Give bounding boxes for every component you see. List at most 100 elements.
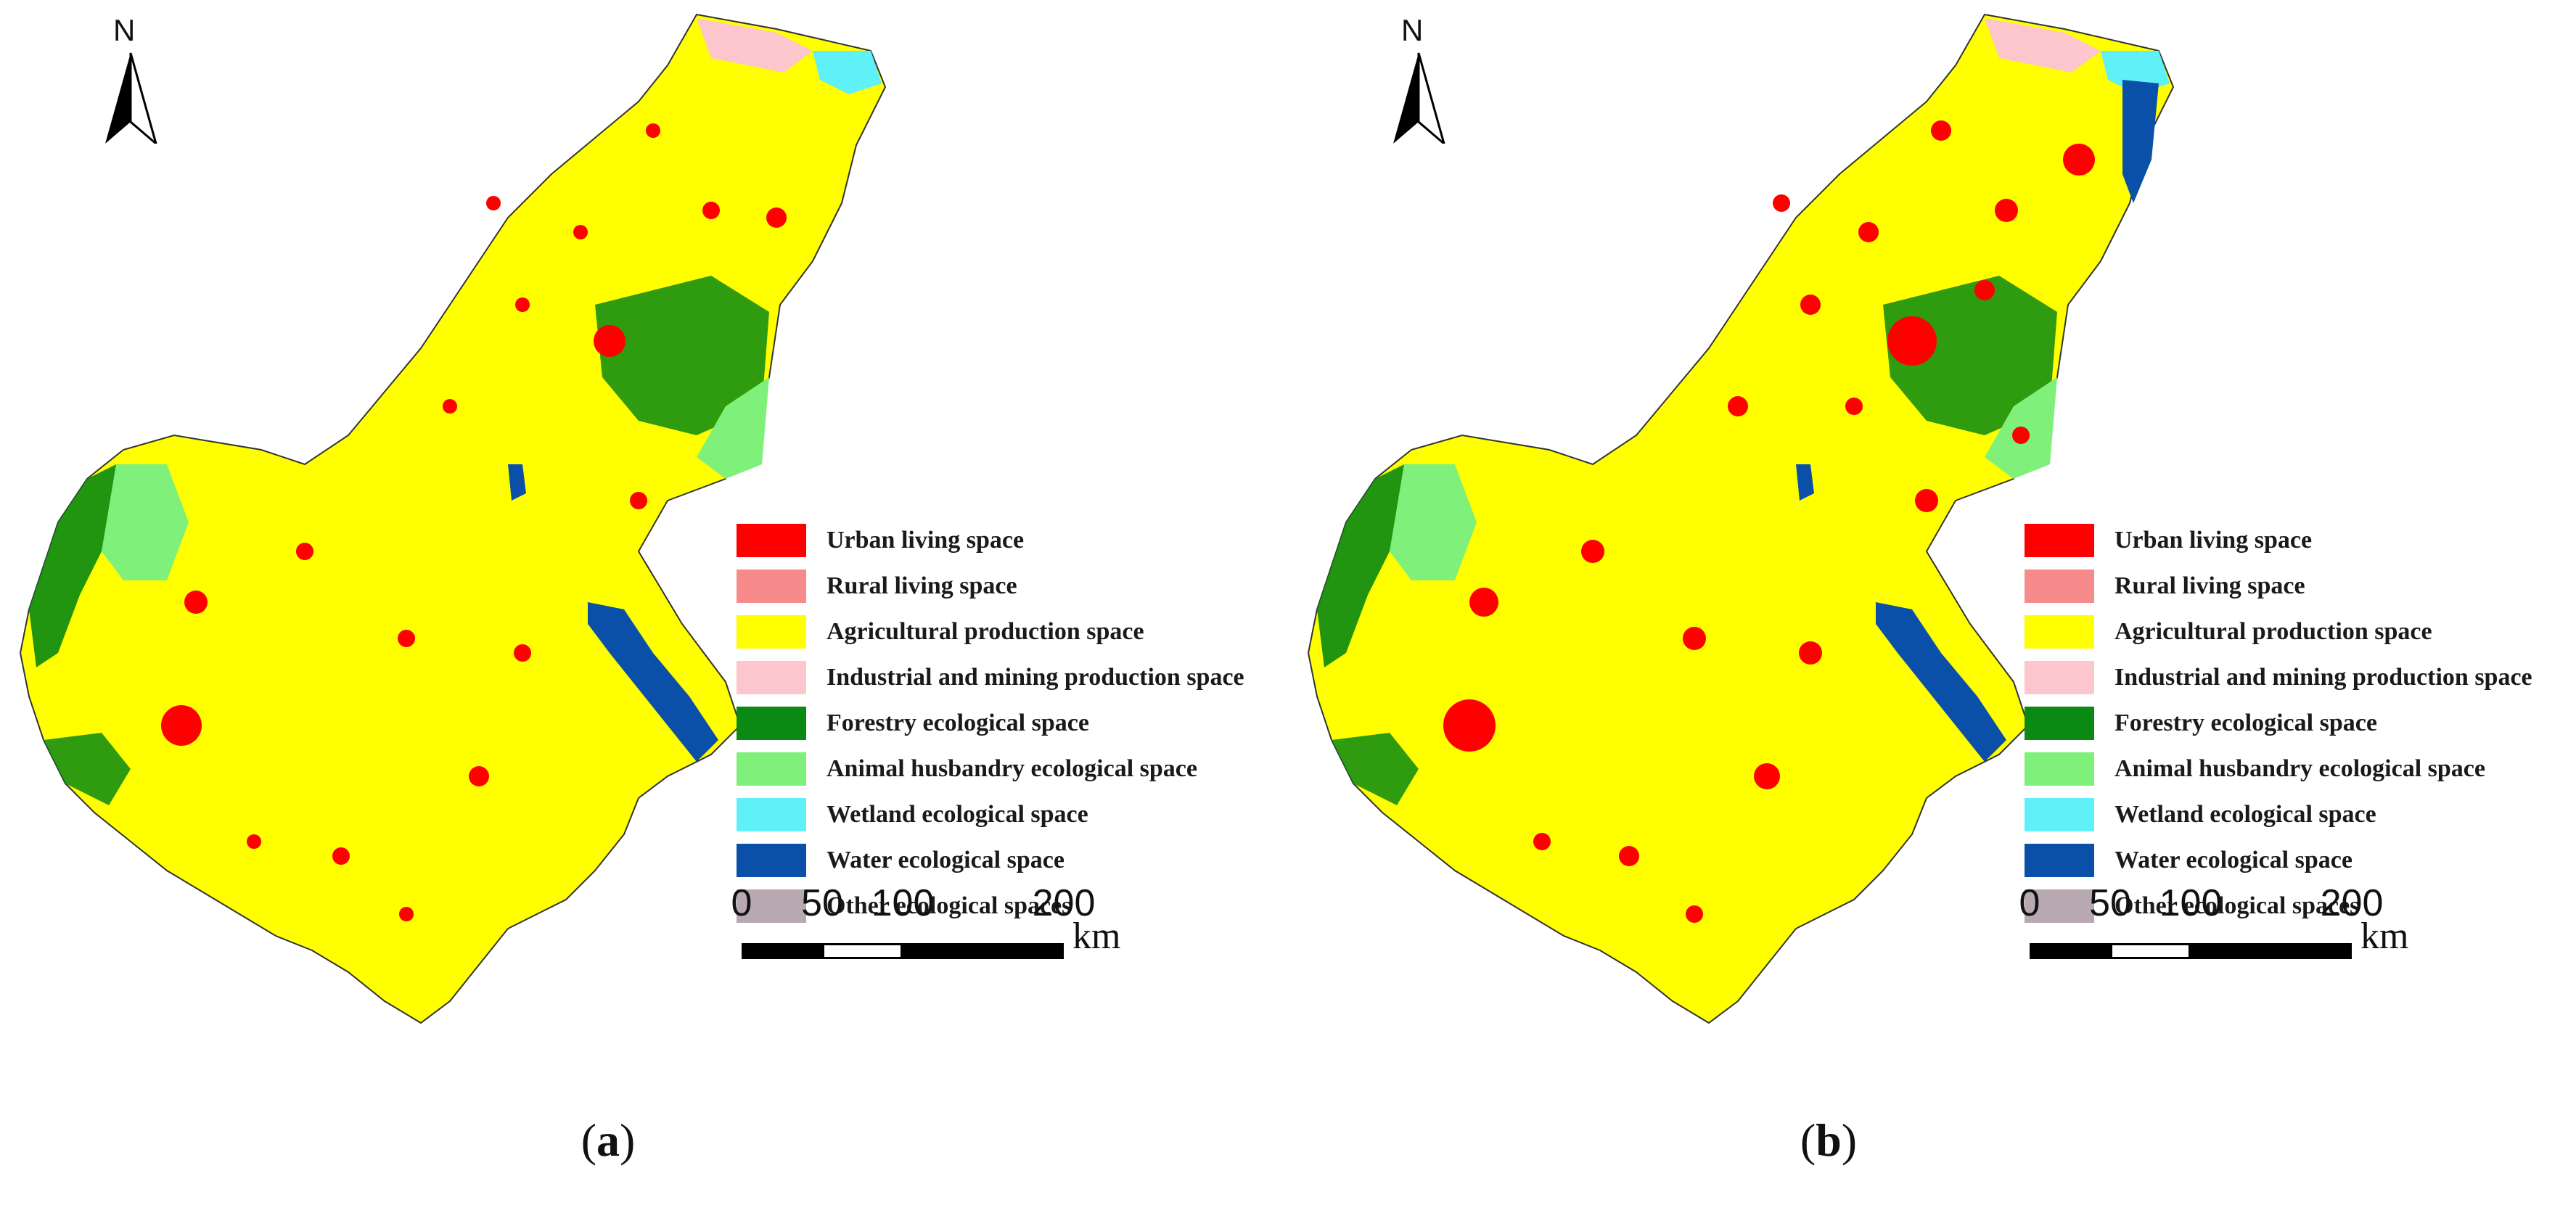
- legend-swatch: [2025, 707, 2094, 740]
- legend-label: Agricultural production space: [2114, 618, 2432, 645]
- water-lake-b: [1876, 602, 2006, 762]
- legend-item: Water ecological space: [737, 844, 1288, 880]
- map-b: [1307, 13, 2175, 1024]
- legend-label: Other ecological spaces: [826, 892, 1072, 919]
- legend-swatch: [737, 707, 806, 740]
- legend-item: Other ecological spaces: [2025, 889, 2576, 926]
- legend-swatch: [2025, 570, 2094, 603]
- north-arrow: N: [1386, 13, 1451, 144]
- legend-label: Other ecological spaces: [2114, 892, 2360, 919]
- water-lake-a: [588, 602, 718, 762]
- water-reservoir-b: [1796, 464, 1814, 501]
- legend-label: Forestry ecological space: [826, 710, 1089, 736]
- north-arrow-icon: [105, 52, 157, 144]
- forest-west-a: [29, 464, 116, 667]
- scale-tick: 50: [801, 882, 843, 924]
- legend-swatch: [2025, 889, 2094, 923]
- scale-bar: 0 50 100 200 km: [2019, 881, 2427, 969]
- legend-item: Agricultural production space: [737, 615, 1288, 651]
- legend-label: Wetland ecological space: [2114, 801, 2376, 828]
- panel-caption: (b): [1800, 1114, 1858, 1166]
- legend-label: Forestry ecological space: [2114, 710, 2377, 736]
- legend-swatch: [737, 752, 806, 786]
- legend-item: Urban living space: [2025, 524, 2576, 560]
- scale-segment: [2110, 943, 2191, 959]
- forest-sw-a: [44, 733, 131, 805]
- legend-label: Rural living space: [2114, 572, 2305, 599]
- forest-east-b: [1883, 276, 2057, 435]
- map-panel-a: N Urban living space Rural living space …: [19, 13, 1288, 1166]
- scale-segment: [2191, 943, 2352, 959]
- panel-caption: (a): [581, 1114, 636, 1166]
- legend-item: Industrial and mining production space: [737, 661, 1288, 697]
- legend-swatch: [2025, 798, 2094, 831]
- industrial-north-b: [1985, 18, 2101, 73]
- legend-swatch: [737, 615, 806, 649]
- legend-label: Wetland ecological space: [826, 801, 1088, 828]
- scale-tick: 0: [2019, 882, 2040, 924]
- pasture-west-b: [1390, 464, 1477, 580]
- urban-patches-a: [161, 123, 787, 921]
- scale-unit: km: [2360, 916, 2409, 957]
- scale-bar: 0 50 100 200 km: [731, 881, 1139, 969]
- legend-item: Wetland ecological space: [737, 798, 1288, 834]
- legend-item: Wetland ecological space: [2025, 798, 2576, 834]
- legend-swatch: [737, 889, 806, 923]
- legend-item: Animal husbandry ecological space: [737, 752, 1288, 789]
- legend-swatch: [2025, 524, 2094, 557]
- legend-swatch: [737, 524, 806, 557]
- industrial-north-a: [697, 18, 813, 73]
- legend-item: Other ecological spaces: [737, 889, 1288, 926]
- legend-label: Agricultural production space: [826, 618, 1144, 645]
- forest-west-b: [1317, 464, 1404, 667]
- legend-swatch: [2025, 615, 2094, 649]
- legend-swatch: [2025, 844, 2094, 877]
- legend-item: Industrial and mining production space: [2025, 661, 2576, 697]
- legend-label: Water ecological space: [826, 847, 1065, 873]
- scale-tick: 100: [871, 882, 935, 924]
- legend-label: Water ecological space: [2114, 847, 2353, 873]
- scale-tick: 50: [2089, 882, 2131, 924]
- legend-label: Animal husbandry ecological space: [826, 755, 1197, 782]
- scale-tick: 200: [1032, 882, 1096, 924]
- water-north-b: [2122, 80, 2159, 203]
- north-arrow-icon: [1393, 52, 1445, 144]
- legend-swatch: [2025, 752, 2094, 786]
- legend-label: Industrial and mining production space: [2114, 664, 2532, 691]
- forest-sw-b: [1332, 733, 1419, 805]
- scale-segment: [742, 943, 822, 959]
- legend-swatch: [2025, 661, 2094, 694]
- map-panel-b: N Urban living space Rural living space …: [1288, 0, 2576, 1213]
- urban-patches-b: [1443, 120, 2095, 923]
- legend-label: Urban living space: [2114, 527, 2313, 554]
- forest-east-a: [595, 276, 769, 435]
- north-label: N: [1401, 13, 1424, 47]
- legend-label: Animal husbandry ecological space: [2114, 755, 2485, 782]
- scale-segment: [2030, 943, 2110, 959]
- legend-item: Animal husbandry ecological space: [2025, 752, 2576, 789]
- north-label: N: [113, 13, 136, 47]
- legend-item: Forestry ecological space: [737, 707, 1288, 743]
- legend-label: Urban living space: [826, 527, 1025, 554]
- scale-tick: 100: [2159, 882, 2223, 924]
- north-arrow: N: [98, 13, 163, 144]
- map-a: [19, 13, 887, 1024]
- water-reservoir-a: [508, 464, 526, 501]
- wetland-north-a: [813, 51, 882, 94]
- pasture-east-a: [697, 377, 769, 479]
- legend-swatch: [737, 798, 806, 831]
- legend-swatch: [737, 570, 806, 603]
- scale-segment: [903, 943, 1064, 959]
- scale-tick: 0: [731, 882, 752, 924]
- legend-item: Forestry ecological space: [2025, 707, 2576, 743]
- legend-item: Rural living space: [2025, 570, 2576, 606]
- legend-swatch: [737, 844, 806, 877]
- legend-label: Rural living space: [826, 572, 1017, 599]
- scale-unit: km: [1072, 916, 1121, 957]
- scale-tick: 200: [2320, 882, 2384, 924]
- legend-item: Agricultural production space: [2025, 615, 2576, 651]
- legend-item: Rural living space: [737, 570, 1288, 606]
- legend-item: Water ecological space: [2025, 844, 2576, 880]
- pasture-west-a: [102, 464, 189, 580]
- legend-swatch: [737, 661, 806, 694]
